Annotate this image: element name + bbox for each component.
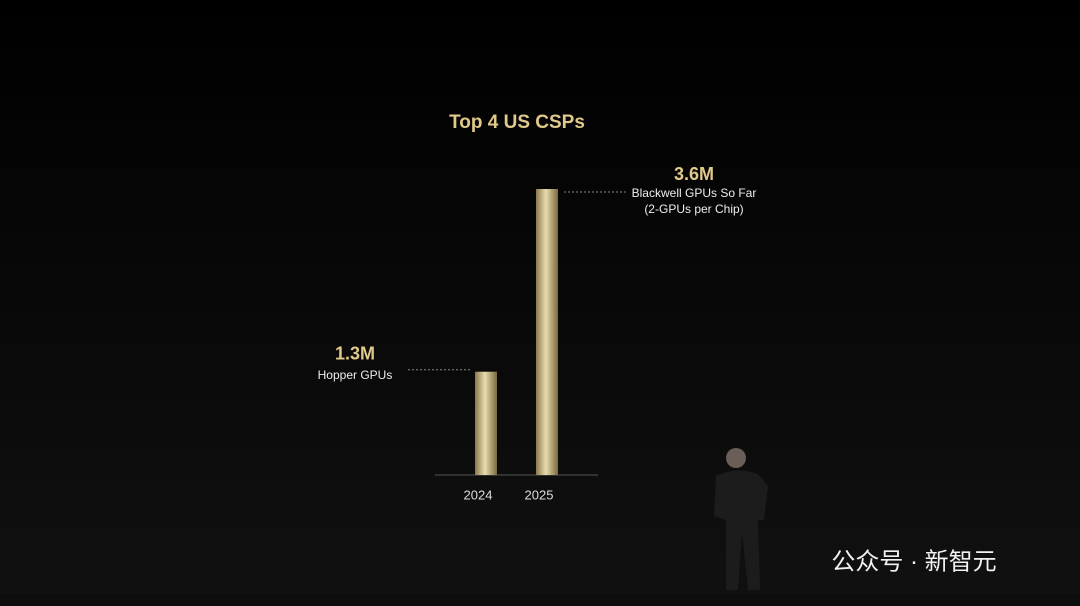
value-label: 1.3M [335,343,375,363]
annotation: (2-GPUs per Chip) [644,202,743,216]
annotation: Hopper GPUs [318,368,393,382]
x-tick-label: 2025 [525,487,554,502]
speaker [0,448,1080,606]
annotation: Blackwell GPUs So Far [632,186,757,200]
chart-title: Top 4 US CSPs [449,112,585,133]
x-tick-label: 2024 [464,487,493,502]
watermark: 公众号 · 新智元 [831,548,996,575]
value-label: 3.6M [674,164,714,184]
bar [475,371,497,475]
bar [536,189,558,475]
